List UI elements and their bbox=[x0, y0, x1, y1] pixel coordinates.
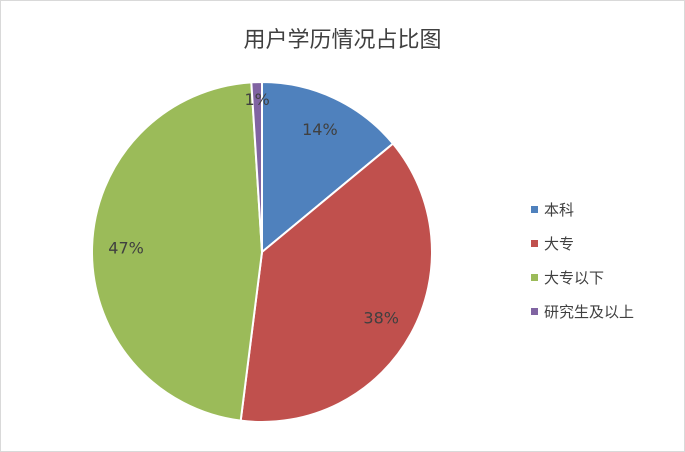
data-label: 14% bbox=[302, 120, 338, 139]
pie-slice-3 bbox=[91, 81, 264, 422]
legend-swatch bbox=[531, 239, 538, 247]
chart-title: 用户学历情况占比图 bbox=[243, 28, 442, 53]
legend-swatch bbox=[531, 273, 538, 281]
legend-label: 本科 bbox=[544, 200, 575, 219]
data-label: 47% bbox=[108, 239, 144, 258]
legend-label: 研究生及以上 bbox=[544, 302, 635, 321]
legend-item: 研究生及以上 bbox=[531, 294, 634, 328]
legend-swatch bbox=[531, 307, 538, 315]
legend-item: 大专 bbox=[531, 226, 634, 260]
pie-slice-1 bbox=[261, 80, 395, 255]
legend-item: 大专以下 bbox=[531, 260, 634, 294]
legend-item: 本科 bbox=[531, 192, 634, 226]
pie-slice-2 bbox=[239, 142, 433, 423]
data-label: 1% bbox=[244, 90, 269, 109]
legend: 本科大专大专以下研究生及以上 bbox=[531, 192, 634, 328]
legend-label: 大专以下 bbox=[544, 268, 605, 287]
pie-slice-4 bbox=[250, 80, 263, 253]
data-label: 38% bbox=[363, 309, 399, 328]
legend-swatch bbox=[531, 205, 538, 213]
legend-label: 大专 bbox=[544, 234, 575, 253]
